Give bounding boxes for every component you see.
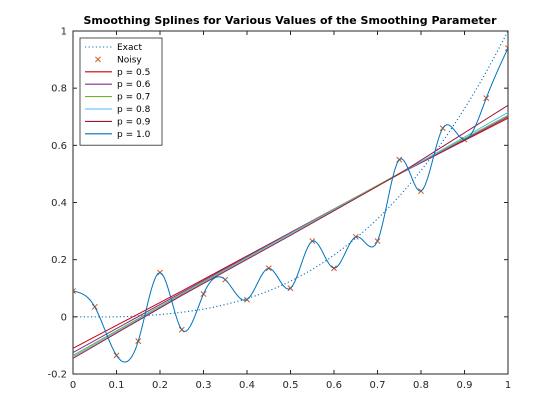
x-tick-label: 0.3 xyxy=(196,380,212,391)
legend-label: Noisy xyxy=(117,55,142,65)
legend-item-p-0-9: p = 0.9 xyxy=(85,117,151,127)
legend-label: p = 0.7 xyxy=(117,93,150,103)
x-tick-label: 0.5 xyxy=(283,380,299,391)
legend-item-p-0-7: p = 0.7 xyxy=(85,93,150,103)
x-tick-label: 0.8 xyxy=(413,380,429,391)
legend-label: p = 1.0 xyxy=(117,130,151,140)
legend-label: Exact xyxy=(117,43,142,53)
legend-item-p-1-0: p = 1.0 xyxy=(85,130,151,140)
legend-item-exact: Exact xyxy=(85,43,142,53)
x-tick-label: 0.6 xyxy=(326,380,342,391)
x-tick-label: 0.7 xyxy=(370,380,386,391)
legend-label: p = 0.8 xyxy=(117,105,151,115)
axis-ticks: 0 0.1 0.2 0.3 0.4 0.5 0.6 0.7 0.8 0.9 1-0.200.20.4… xyxy=(47,27,511,392)
series-line-p-1-0 xyxy=(73,47,508,363)
x-tick-label: 1 xyxy=(505,380,511,391)
y-tick-label: 0 xyxy=(61,312,67,323)
legend-item-p-0-8: p = 0.8 xyxy=(85,105,151,115)
y-tick-label: -0.2 xyxy=(47,370,67,381)
x-tick-label: 0.9 xyxy=(457,380,473,391)
legend-label: p = 0.5 xyxy=(117,68,150,78)
noisy-marker xyxy=(505,45,508,52)
noisy-marker xyxy=(73,288,76,295)
legend-item-noisy: Noisy xyxy=(95,55,142,65)
y-tick-label: 1 xyxy=(61,27,67,38)
y-tick-label: 0.4 xyxy=(51,198,67,209)
legend-item-p-0-6: p = 0.6 xyxy=(85,80,151,90)
legend-item-p-0-5: p = 0.5 xyxy=(85,68,150,78)
x-tick-label: 0.1 xyxy=(109,380,125,391)
legend-box xyxy=(79,37,163,146)
legend: Exact Noisy p = 0.5 p = 0.6 p = 0.7 p = 0.8 p … xyxy=(79,37,163,146)
legend-label: p = 0.6 xyxy=(117,80,151,90)
x-tick-label: 0.2 xyxy=(152,380,168,391)
x-tick-label: 0.4 xyxy=(239,380,255,391)
chart-title: Smoothing Splines for Various Values of … xyxy=(83,14,497,27)
legend-label: p = 0.9 xyxy=(117,117,151,127)
y-tick-label: 0.2 xyxy=(51,255,67,266)
series-line-p-0-8 xyxy=(73,112,508,358)
y-tick-label: 0.6 xyxy=(51,141,67,152)
y-tick-label: 0.8 xyxy=(51,84,67,95)
x-tick-label: 0 xyxy=(70,380,76,391)
series-layer xyxy=(73,31,508,363)
